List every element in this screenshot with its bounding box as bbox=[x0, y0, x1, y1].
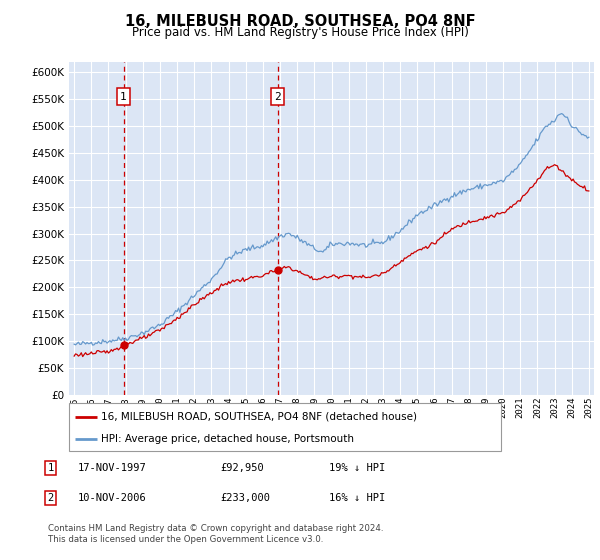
Text: 1: 1 bbox=[47, 463, 54, 473]
Text: This data is licensed under the Open Government Licence v3.0.: This data is licensed under the Open Gov… bbox=[48, 534, 323, 544]
Text: 2: 2 bbox=[274, 91, 281, 101]
Text: 16, MILEBUSH ROAD, SOUTHSEA, PO4 8NF: 16, MILEBUSH ROAD, SOUTHSEA, PO4 8NF bbox=[125, 14, 475, 29]
Text: Price paid vs. HM Land Registry's House Price Index (HPI): Price paid vs. HM Land Registry's House … bbox=[131, 26, 469, 39]
Text: Contains HM Land Registry data © Crown copyright and database right 2024.: Contains HM Land Registry data © Crown c… bbox=[48, 524, 383, 533]
Text: £92,950: £92,950 bbox=[221, 463, 265, 473]
Text: 10-NOV-2006: 10-NOV-2006 bbox=[78, 493, 146, 503]
Text: 1: 1 bbox=[120, 91, 127, 101]
Text: £233,000: £233,000 bbox=[221, 493, 271, 503]
Text: 16, MILEBUSH ROAD, SOUTHSEA, PO4 8NF (detached house): 16, MILEBUSH ROAD, SOUTHSEA, PO4 8NF (de… bbox=[101, 412, 418, 422]
Text: 16% ↓ HPI: 16% ↓ HPI bbox=[329, 493, 385, 503]
Text: 17-NOV-1997: 17-NOV-1997 bbox=[78, 463, 146, 473]
Text: HPI: Average price, detached house, Portsmouth: HPI: Average price, detached house, Port… bbox=[101, 434, 355, 444]
Text: 19% ↓ HPI: 19% ↓ HPI bbox=[329, 463, 385, 473]
Text: 2: 2 bbox=[47, 493, 54, 503]
